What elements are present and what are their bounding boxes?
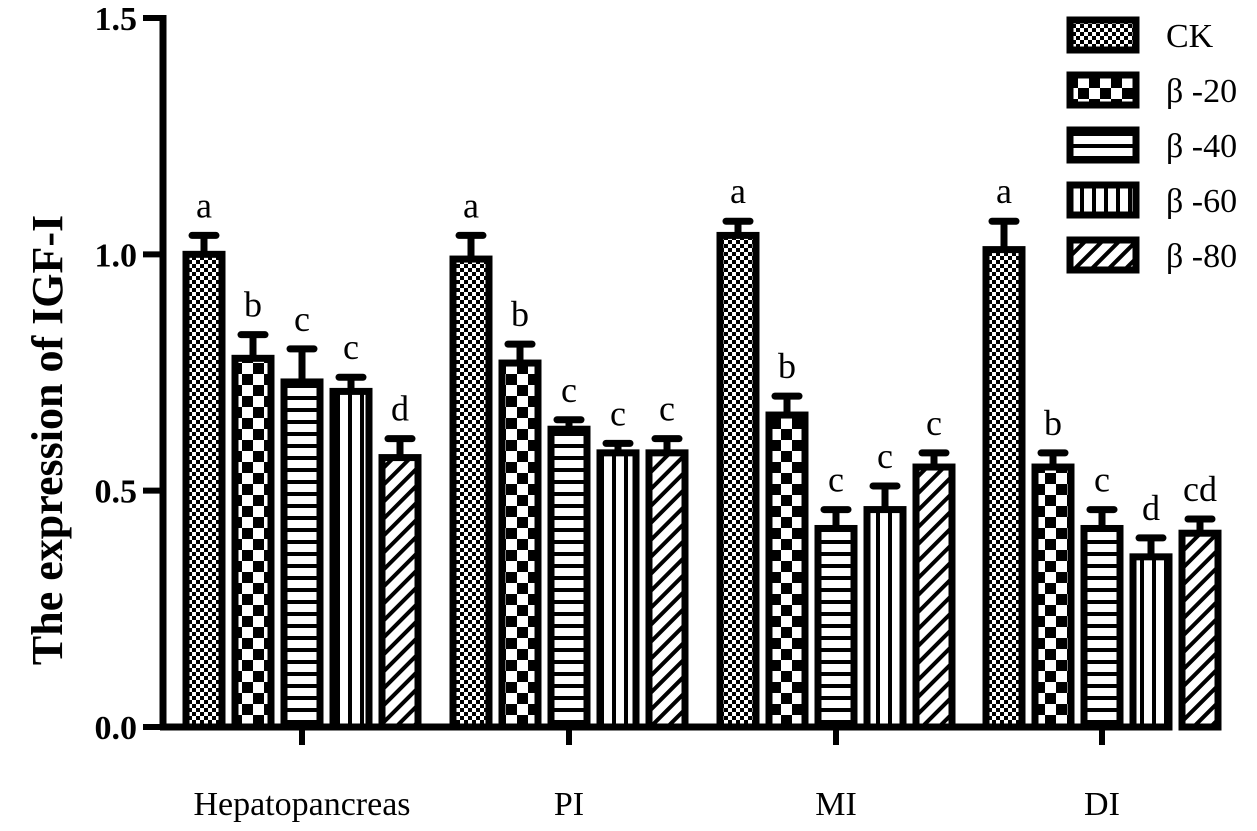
x-category-label: DI [1084,786,1120,823]
significance-label: a [196,185,212,225]
bar [231,354,275,731]
bar [280,378,324,731]
bar [765,411,809,731]
legend-label: β -60 [1166,183,1237,220]
significance-label: a [463,185,479,225]
bar [498,359,542,731]
bar [378,454,422,731]
significance-label: d [391,389,409,429]
legend: CK β -20 β -40 β -60 β -80 [1066,16,1237,275]
significance-label: d [1142,488,1160,528]
significance-label: c [610,393,626,433]
y-tick-label: 1.5 [95,1,138,38]
y-tick-label: 0.5 [95,474,138,511]
significance-label: b [1044,403,1062,443]
significance-label: b [511,294,529,334]
bar [547,425,591,731]
bar [716,231,760,731]
x-category-labels: Hepatopancreas PI MI DI [193,727,1120,823]
x-category-label: Hepatopancreas [193,786,410,823]
bar [1031,463,1075,731]
bar [1080,524,1124,731]
bar [449,255,493,731]
bar [1129,553,1173,731]
legend-swatch [1066,181,1140,219]
significance-label: c [1094,460,1110,500]
bar [814,524,858,731]
x-category-label: PI [554,786,584,823]
significance-label: c [561,370,577,410]
significance-label: cd [1183,469,1217,509]
significance-label: c [294,299,310,339]
y-tick-label: 0.0 [95,710,138,747]
x-category-label: MI [815,786,857,823]
legend-swatch [1066,126,1140,164]
significance-label: a [730,171,746,211]
significance-label: c [343,327,359,367]
error-bars [188,217,1216,557]
y-axis-label: The expression of IGF-I [23,215,72,665]
legend-swatch [1066,16,1140,54]
bar [182,250,226,731]
significance-label: c [877,436,893,476]
legend-label: CK [1166,18,1214,55]
bar [1178,529,1222,731]
significance-label: a [996,171,1012,211]
legend-swatch [1066,71,1140,109]
bar [329,387,373,731]
significance-label: b [778,346,796,386]
significance-label: b [244,285,262,325]
y-tick-label: 1.0 [95,237,138,274]
bar [912,463,956,731]
bar [863,506,907,731]
y-ticks: 0.0 0.5 1.0 1.5 [95,1,163,747]
bar [645,449,689,731]
significance-label: c [828,460,844,500]
legend-label: β -40 [1166,128,1237,165]
bar [596,449,640,731]
legend-label: β -20 [1166,73,1237,110]
significance-label: c [659,389,675,429]
legend-label: β -80 [1166,238,1237,275]
bars [182,231,1222,731]
significance-label: c [926,403,942,443]
bar [982,246,1026,731]
legend-swatch [1066,236,1140,274]
